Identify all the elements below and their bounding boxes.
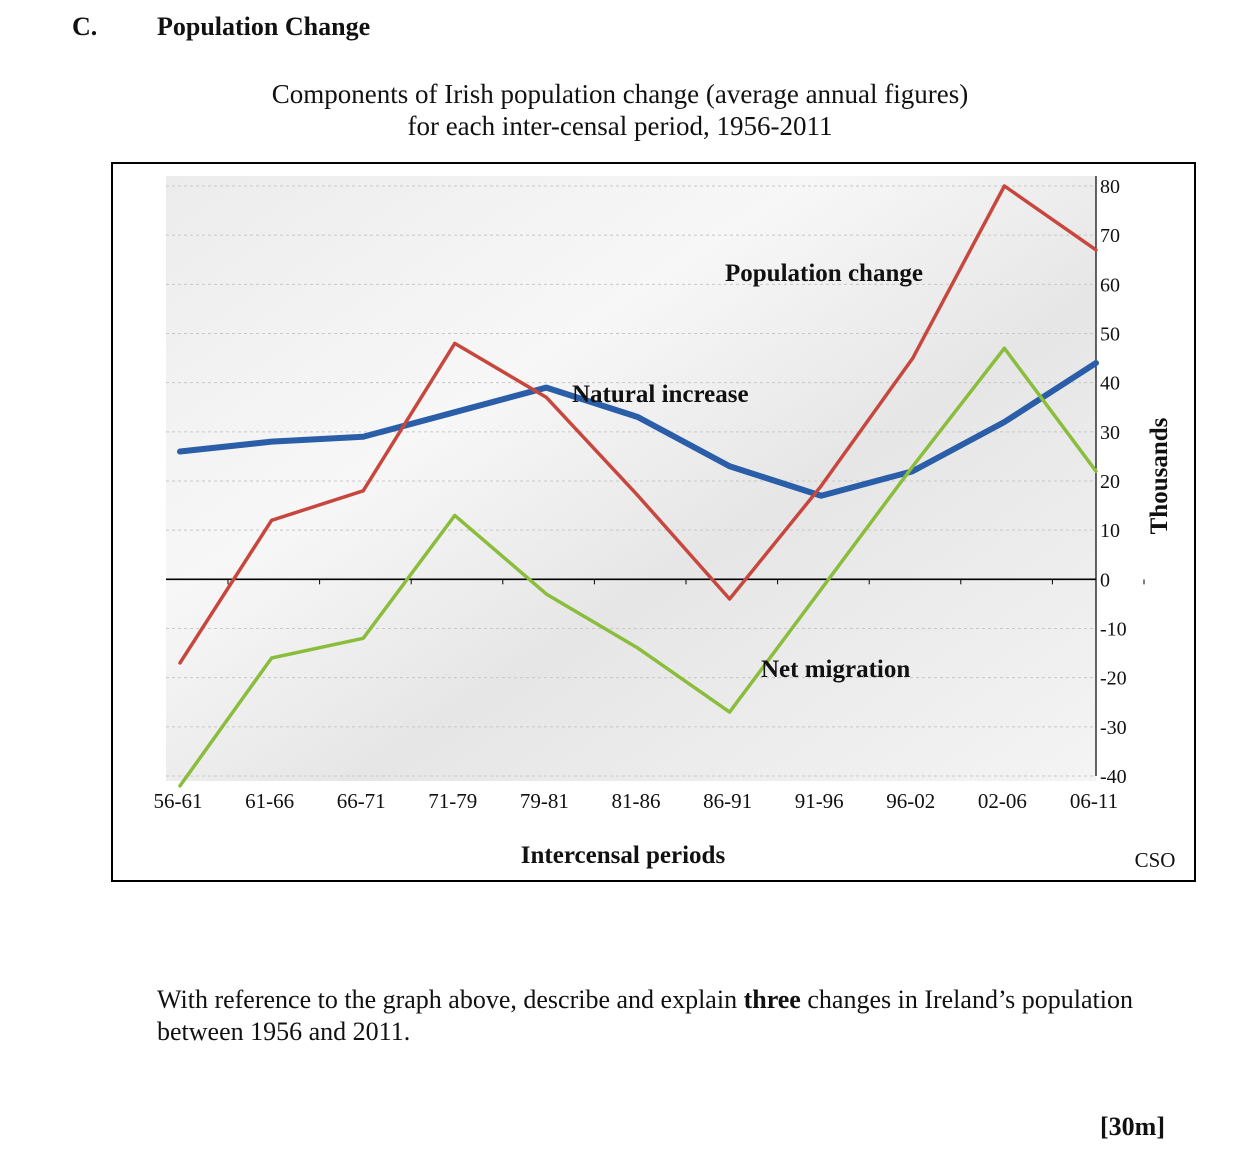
chart-title-line-2: for each inter-censal period, 1956-2011 <box>407 111 833 141</box>
x-tick-label: 79-81 <box>520 789 569 813</box>
data-point <box>270 518 274 522</box>
data-point <box>1002 420 1006 424</box>
section-letter: C. <box>72 12 98 41</box>
data-point <box>819 484 823 488</box>
data-point <box>911 464 915 468</box>
chart-title: Components of Irish population change (a… <box>0 78 1240 142</box>
data-point <box>544 395 548 399</box>
data-point <box>544 592 548 596</box>
source-label: CSO <box>1135 848 1176 872</box>
y-tick-label: -40 <box>1100 766 1127 788</box>
question-text: With reference to the graph above, descr… <box>157 984 1157 1048</box>
chart-title-line-1: Components of Irish population change (a… <box>271 79 969 109</box>
x-tick-label: 02-06 <box>978 789 1027 813</box>
series-annotation: Net migration <box>761 656 910 683</box>
x-tick-label: 61-66 <box>245 789 294 813</box>
data-point <box>1002 184 1006 188</box>
x-tick-label: 81-86 <box>612 789 661 813</box>
series-annotation: Natural increase <box>572 381 749 408</box>
data-point <box>1094 248 1098 252</box>
data-point <box>819 494 823 498</box>
y-tick-label: 10 <box>1100 520 1120 542</box>
marks-label: [30m] <box>1100 1112 1165 1141</box>
data-point <box>636 415 640 419</box>
y-tick-label: -10 <box>1100 619 1127 641</box>
x-tick-label: 96-02 <box>886 789 935 813</box>
x-tick-label: 66-71 <box>337 789 386 813</box>
data-point <box>636 646 640 650</box>
data-point <box>728 710 732 714</box>
data-point <box>911 469 915 473</box>
data-point <box>819 587 823 591</box>
data-point <box>270 656 274 660</box>
section-title: Population Change <box>157 12 371 41</box>
y-tick-label: 40 <box>1100 373 1120 395</box>
data-point <box>178 661 182 665</box>
y-tick-label: 70 <box>1100 225 1120 247</box>
x-tick-label: 71-79 <box>428 789 477 813</box>
data-point <box>361 636 365 640</box>
question-emphasis: three <box>743 985 801 1014</box>
plot-background <box>166 176 1096 781</box>
y-tick-label: 30 <box>1100 422 1120 444</box>
data-point <box>453 513 457 517</box>
x-tick-label: 06-11 <box>1070 789 1118 813</box>
x-tick-label: 91-96 <box>795 789 844 813</box>
x-axis-title: Intercensal periods <box>521 842 726 869</box>
x-tick-label: 56-61 <box>154 789 203 813</box>
data-point <box>728 597 732 601</box>
data-point <box>728 464 732 468</box>
data-point <box>178 450 182 453</box>
y-tick-label: 0 <box>1100 569 1110 591</box>
data-point <box>636 494 640 498</box>
series-annotation: Population change <box>725 260 923 287</box>
line-chart: 80 70 60 50 40 30 20 10 0 -10 -20 -30 -40 56-61 61-66 6… <box>154 176 1176 872</box>
y-tick-label: -20 <box>1100 668 1127 690</box>
data-point <box>1094 469 1098 473</box>
data-point <box>1094 361 1098 365</box>
data-point <box>178 784 182 788</box>
data-point <box>1002 346 1006 350</box>
data-point <box>361 435 365 439</box>
y-tick-label: 80 <box>1100 176 1120 198</box>
question-before: With reference to the graph above, descr… <box>157 985 744 1014</box>
data-point <box>361 489 365 493</box>
y-tick-label: 50 <box>1100 324 1120 346</box>
data-point <box>453 341 457 345</box>
chart-frame: 80 70 60 50 40 30 20 10 0 -10 -20 -30 -40 56-61 61-66 6… <box>111 162 1196 882</box>
y-axis-title: Thousands <box>1146 417 1173 534</box>
data-point <box>544 386 548 390</box>
y-tick-label: -30 <box>1100 717 1127 739</box>
question-after: changes in Ireland’s population between … <box>157 985 1133 1046</box>
data-point <box>270 440 274 444</box>
y-tick-label: 20 <box>1100 471 1120 493</box>
data-point <box>911 356 915 360</box>
data-point <box>453 410 457 414</box>
y-tick-label: 60 <box>1100 274 1120 296</box>
x-tick-label: 86-91 <box>703 789 752 813</box>
